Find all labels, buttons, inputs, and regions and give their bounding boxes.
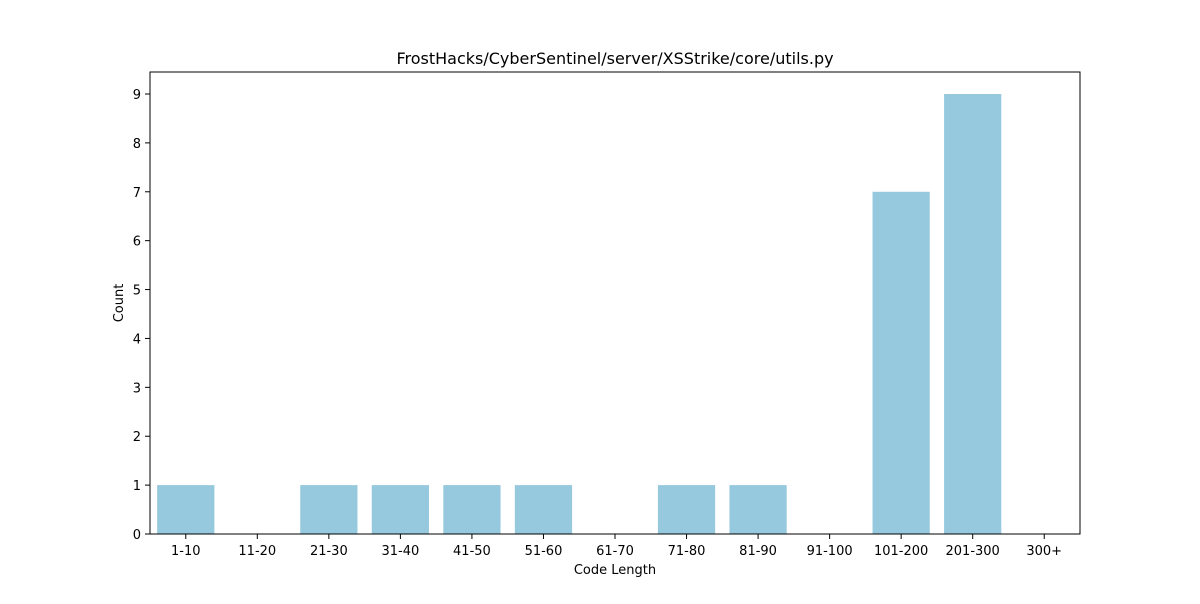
y-axis: 0 1 2 3 4 5 6 7 8 9	[133, 88, 150, 543]
bar-41-50	[443, 485, 501, 534]
x-tick-label: 71-80	[668, 544, 706, 559]
bar-1-10	[157, 485, 215, 534]
x-tick-label: 300+	[1026, 544, 1062, 559]
x-tick-label: 201-300	[946, 544, 1000, 559]
x-axis-label: Code Length	[574, 563, 656, 578]
y-tick-label: 9	[133, 88, 141, 103]
x-tick-label: 51-60	[525, 544, 563, 559]
bar-21-30	[300, 485, 358, 534]
bar-101-200	[872, 191, 930, 534]
x-tick-label: 31-40	[381, 544, 419, 559]
y-axis-label: Count	[112, 284, 127, 323]
y-tick-label: 7	[133, 186, 141, 201]
x-tick-label: 1-10	[171, 544, 201, 559]
x-tick-label: 81-90	[739, 544, 777, 559]
y-tick-label: 1	[133, 479, 141, 494]
bar-201-300	[944, 94, 1002, 534]
bar-71-80	[657, 485, 716, 534]
x-tick-label: 61-70	[596, 544, 634, 559]
bar-51-60	[514, 485, 573, 534]
x-tick-label: 11-20	[238, 544, 276, 559]
x-tick-label: 21-30	[310, 544, 348, 559]
x-tick-label: 91-100	[807, 544, 853, 559]
chart-title: FrostHacks/CyberSentinel/server/XSStrike…	[396, 49, 833, 68]
x-tick-label: 41-50	[453, 544, 491, 559]
x-tick-label: 101-200	[874, 544, 928, 559]
bar-81-90	[729, 485, 787, 534]
plot-frame	[149, 71, 1081, 535]
y-tick-label: 6	[133, 235, 141, 250]
bar-31-40	[371, 485, 429, 534]
y-tick-label: 5	[133, 284, 141, 299]
y-tick-label: 0	[133, 528, 141, 543]
y-tick-label: 4	[133, 332, 141, 347]
x-axis: 1-10 11-20 21-30 31-40 41-50 51-60 61-70 71-80 8…	[171, 534, 1062, 559]
bars-layer	[157, 94, 1002, 534]
y-tick-label: 2	[133, 430, 141, 445]
y-tick-label: 3	[133, 381, 141, 396]
y-tick-label: 8	[133, 137, 141, 152]
